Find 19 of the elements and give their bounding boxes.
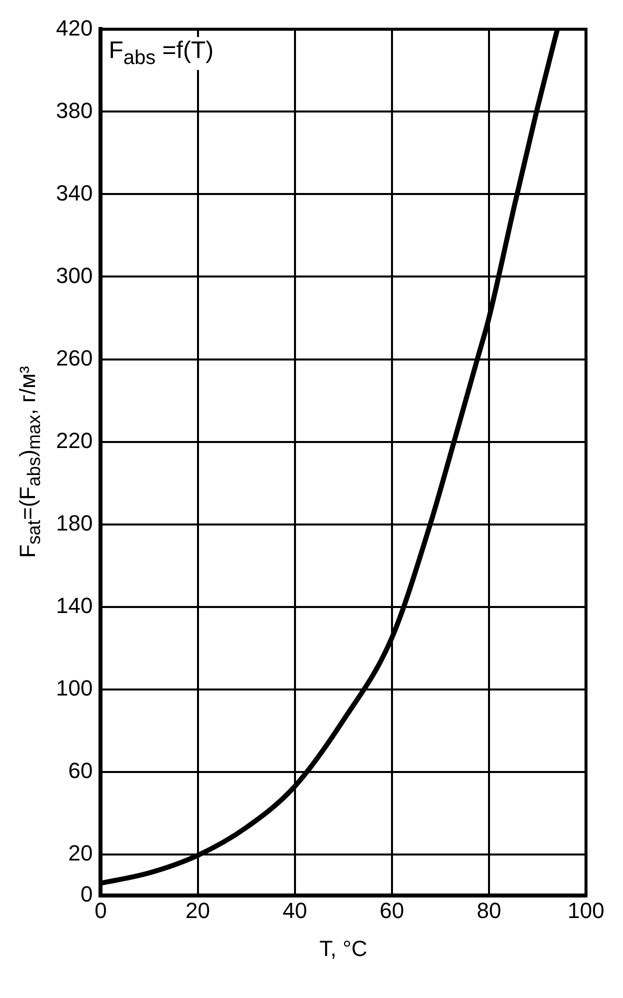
y-tick-label: 300 (56, 262, 93, 288)
x-tick-label: 20 (186, 898, 210, 923)
y-tick-label: 180 (56, 510, 93, 536)
y-tick-label: 140 (56, 592, 93, 618)
y-tick-label: 380 (56, 98, 93, 123)
y-tick-label: 340 (56, 180, 93, 206)
y-tick-label: 20 (68, 840, 93, 866)
x-tick-label: 60 (380, 898, 404, 923)
y-tick-label: 420 (56, 15, 93, 40)
y-tick-label: 260 (56, 345, 93, 370)
x-tick-label: 80 (476, 898, 502, 923)
y-tick-label: 60 (68, 758, 93, 783)
x-axis-title: T, °C (319, 936, 368, 962)
y-tick-label: 220 (56, 428, 93, 453)
x-tick-label: 100 (568, 898, 604, 923)
y-tick-label: 100 (56, 675, 93, 700)
x-tick-label: 40 (282, 898, 308, 923)
annotation: F$_{abs}$ =f(T) (108, 37, 214, 70)
y-tick-label: 0 (80, 882, 93, 907)
